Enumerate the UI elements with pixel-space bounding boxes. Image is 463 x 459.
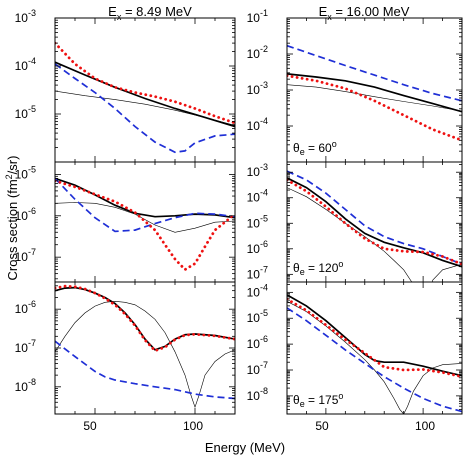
y-tick-label: 10-6 [15,206,36,223]
curve-dashed-r0-c0 [55,63,235,154]
y-tick-label: 10-8 [247,386,268,403]
panel-r2-c1: 10-8 10-7 10-6 10-5 10-4 θe = 175o [247,281,463,415]
panel-frame [54,17,236,163]
panel-r0-c0: 10-5 10-4 10-3 [15,8,236,163]
y-tick-label: 10-1 [247,8,268,25]
curve-thin-r0-c0 [55,90,235,126]
angle-annotation: θe = 120o [293,259,343,277]
curve-dashed-r2-c1 [287,307,462,413]
y-tick-label: 10-4 [247,116,268,133]
y-tick-label: 10-7 [15,247,36,264]
y-tick-label: 10-5 [15,164,36,181]
curve-dotted-r1-c1 [287,178,462,266]
curve-thick-r1-c1 [287,177,462,268]
angle-annotation: θe = 60o [293,139,337,157]
curve-thin-r0-c1 [287,84,462,112]
curve-dashed-r1-c0 [55,177,235,233]
curve-dashed-r0-c1 [287,44,462,102]
y-tick-label: 10-6 [15,299,36,316]
curve-dotted-r2-c1 [287,297,462,379]
y-tick-label: 10-6 [247,239,268,256]
curve-thick-r0-c1 [287,73,462,113]
curve-dotted-r2-c0 [55,284,235,353]
y-tick-label: 10-5 [247,213,268,230]
curve-thin-r2-c1 [287,301,462,414]
y-tick-label: 10-2 [247,44,268,61]
panel-frame [54,161,236,283]
x-axis-label: Energy (MeV) [205,440,285,455]
x-tick-label-left-50: 50 [83,419,97,433]
curve-dotted-r0-c0 [55,41,235,125]
column-title-right: Ex = 16.00 MeV [319,4,410,22]
y-axis-label: Cross section (fm2/sr) [4,156,20,281]
y-tick-label: 10-4 [15,56,36,73]
y-tick-label: 10-4 [247,282,268,299]
y-tick-label: 10-5 [247,308,268,325]
panel-r0-c1: 10-4 10-3 10-2 10-1 θe = 60o [247,8,463,163]
y-tick-label: 10-3 [15,8,36,25]
y-tick-label: 10-5 [15,104,36,121]
panel-r1-c1: 10-7 10-6 10-5 10-4 10-3 θe = 120o [247,161,463,283]
curve-thin-r1-c1 [287,187,462,282]
curve-dashed-r2-c0 [55,340,235,400]
curve-thin-r2-c0 [55,300,235,409]
curve-thick-r1-c0 [55,177,235,219]
y-tick-label: 10-3 [247,80,268,97]
column-title-left: Ex = 8.49 MeV [108,4,192,22]
x-tick-label-right-50: 50 [315,419,329,433]
panel-r1-c0: 10-7 10-6 10-5 [15,161,236,283]
y-tick-label: 10-4 [247,188,268,205]
y-tick-label: 10-3 [247,162,268,179]
curve-dotted-r1-c0 [55,179,235,272]
curve-dashed-r1-c1 [287,170,462,265]
curve-dotted-r0-c1 [287,74,462,142]
y-tick-label: 10-7 [15,338,36,355]
curve-thick-r2-c1 [287,294,462,377]
y-tick-label: 10-8 [15,377,36,394]
x-tick-label-left-100: 100 [183,419,203,433]
y-tick-label: 10-7 [247,264,268,281]
angle-annotation: θe = 175o [293,391,343,409]
panel-r2-c0: 10-8 10-7 10-6 [15,281,236,415]
x-tick-label-right-100: 100 [415,419,435,433]
y-tick-label: 10-6 [247,334,268,351]
panel-frame [54,281,236,415]
curve-thin-r1-c0 [55,202,235,233]
y-tick-label: 10-7 [247,360,268,377]
